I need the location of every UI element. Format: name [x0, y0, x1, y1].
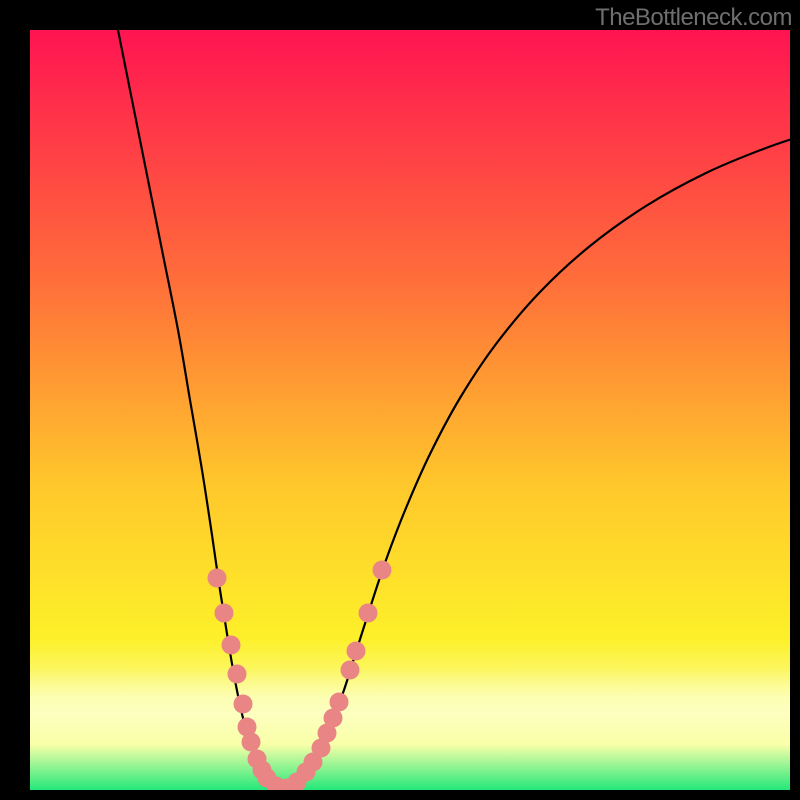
plot-area	[30, 30, 790, 790]
watermark-label: TheBottleneck.com	[595, 4, 792, 32]
pale-band	[30, 668, 790, 744]
chart-frame: TheBottleneck.com	[0, 0, 800, 800]
